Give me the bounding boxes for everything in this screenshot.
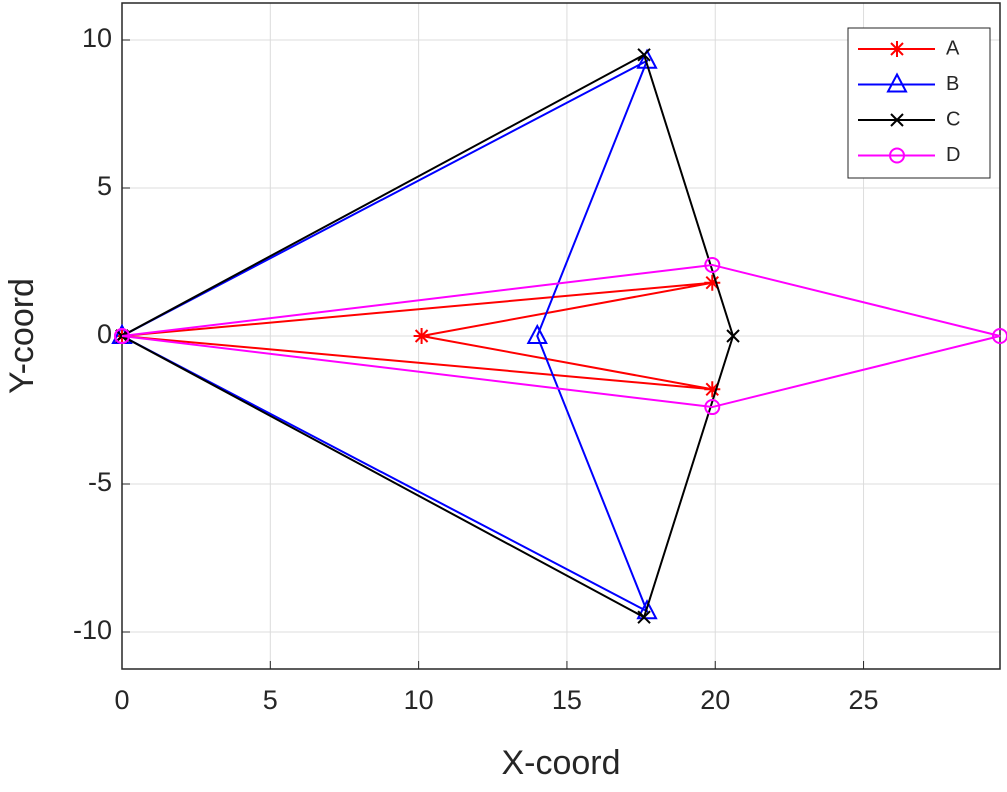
y-tick-label: -10 [73, 615, 112, 645]
y-tick-label: 10 [82, 23, 112, 53]
x-tick-label: 15 [552, 685, 582, 715]
marker [704, 256, 721, 273]
marker [704, 399, 721, 416]
marker [636, 599, 658, 620]
series-line [121, 263, 1001, 409]
x-tick-label: 20 [700, 685, 730, 715]
y-tick-label: -5 [88, 467, 112, 497]
marker [526, 323, 548, 344]
legend-label: B [946, 73, 959, 95]
legend-marker [890, 113, 904, 127]
marker [726, 329, 740, 343]
series-line [121, 58, 649, 614]
y-tick-label: 0 [97, 319, 112, 349]
legend-box [847, 27, 991, 179]
x-axis-label: X-coord [501, 744, 620, 782]
marker [637, 48, 651, 62]
legend-marker [889, 41, 905, 57]
marker [704, 381, 721, 398]
marker [114, 328, 131, 344]
legend-label: A [946, 37, 960, 59]
y-axis-label: Y-coord [3, 278, 41, 394]
x-tick-label: 10 [404, 685, 434, 715]
x-tick-label: 0 [114, 685, 129, 715]
marker [636, 48, 658, 69]
y-tick-label: 5 [97, 171, 112, 201]
marker [637, 610, 651, 624]
legend-marker [886, 72, 908, 93]
marker [413, 328, 430, 344]
legend-label: C [946, 108, 960, 130]
legend-marker [889, 147, 906, 164]
x-tick-label: 5 [263, 685, 278, 715]
marker [704, 274, 721, 291]
x-tick-label: 25 [849, 685, 879, 715]
marker [992, 328, 1007, 344]
legend-label: D [946, 144, 960, 166]
